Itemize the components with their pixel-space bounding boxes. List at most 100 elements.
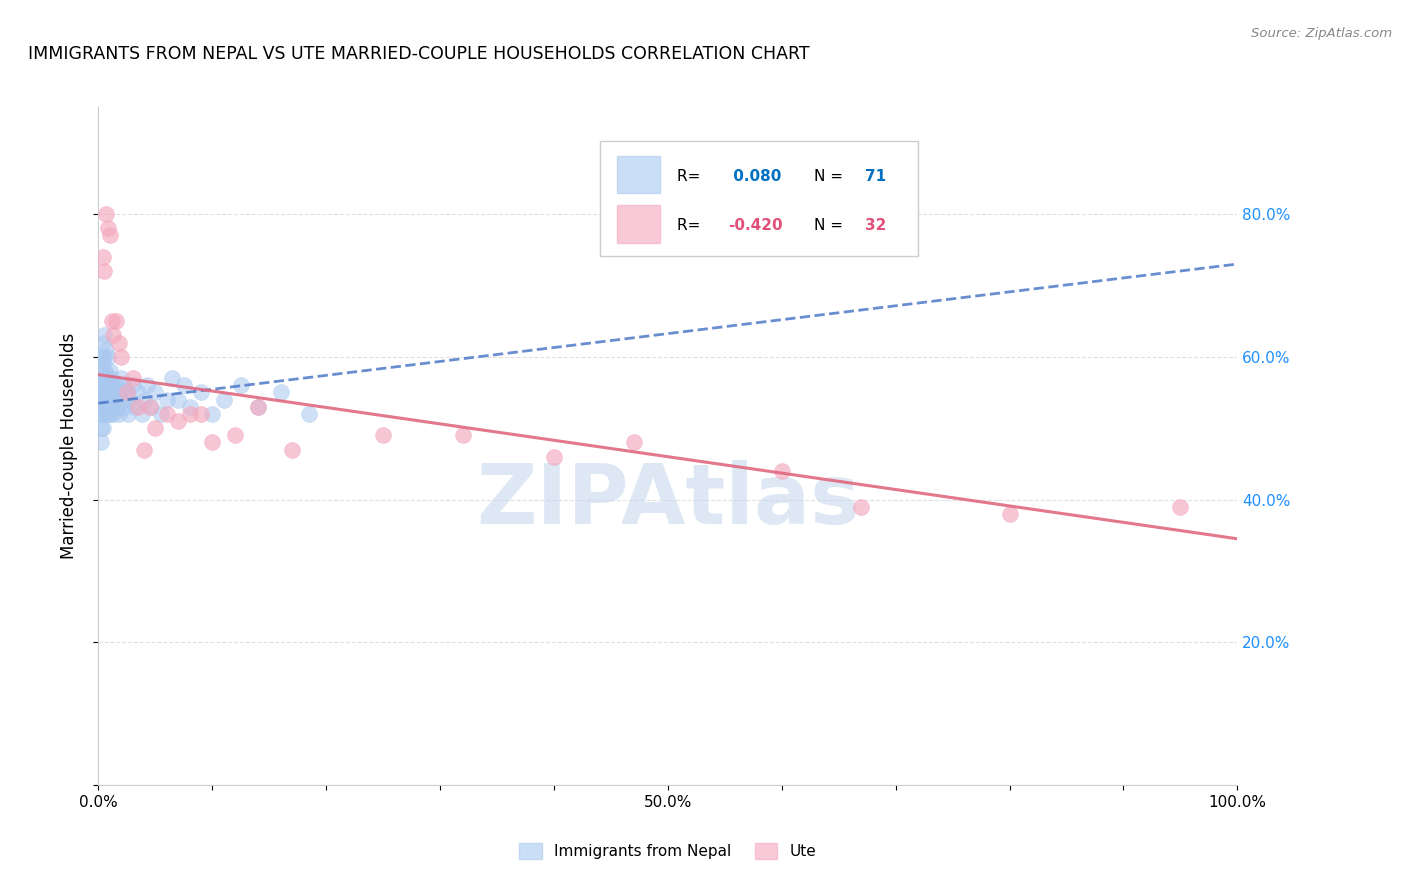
Legend: Immigrants from Nepal, Ute: Immigrants from Nepal, Ute	[513, 838, 823, 865]
Point	[281, 442, 304, 457]
Point	[91, 400, 114, 414]
Point	[190, 407, 212, 421]
Point	[100, 392, 122, 407]
Point	[1170, 500, 1192, 514]
Point	[97, 385, 120, 400]
Point	[107, 385, 129, 400]
Point	[212, 392, 235, 407]
Point	[139, 400, 162, 414]
Point	[96, 221, 118, 235]
Point	[94, 364, 117, 378]
Point	[93, 264, 115, 278]
Point	[179, 407, 201, 421]
Point	[138, 400, 160, 414]
Point	[93, 350, 115, 364]
Text: 32: 32	[865, 219, 886, 233]
Point	[121, 378, 143, 392]
Point	[115, 385, 138, 400]
Point	[96, 400, 118, 414]
Point	[90, 364, 112, 378]
Point	[156, 407, 179, 421]
Point	[131, 407, 153, 421]
Point	[98, 385, 121, 400]
Point	[246, 400, 269, 414]
Text: R=: R=	[676, 169, 706, 184]
Bar	[617, 205, 659, 243]
Point	[100, 371, 122, 385]
Bar	[617, 156, 659, 194]
Text: ZIPAtlas: ZIPAtlas	[475, 459, 860, 541]
Point	[103, 407, 125, 421]
Point	[451, 428, 474, 442]
Point	[167, 414, 190, 428]
Point	[851, 500, 873, 514]
Point	[96, 371, 118, 385]
Point	[90, 421, 112, 435]
Point	[94, 407, 117, 421]
Point	[96, 392, 118, 407]
Point	[110, 371, 132, 385]
Point	[101, 400, 124, 414]
Point	[91, 335, 114, 350]
Point	[229, 378, 252, 392]
Point	[91, 250, 114, 264]
Point	[124, 400, 146, 414]
Point	[770, 464, 793, 478]
Point	[998, 507, 1021, 521]
Text: IMMIGRANTS FROM NEPAL VS UTE MARRIED-COUPLE HOUSEHOLDS CORRELATION CHART: IMMIGRANTS FROM NEPAL VS UTE MARRIED-COU…	[28, 45, 810, 62]
Point	[96, 207, 118, 221]
Point	[90, 378, 112, 392]
Point	[90, 385, 112, 400]
Point	[98, 228, 121, 243]
Point	[115, 385, 138, 400]
Point	[132, 442, 155, 457]
Point	[127, 400, 149, 414]
Point	[132, 392, 155, 407]
Point	[201, 407, 224, 421]
Point	[104, 378, 127, 392]
Point	[90, 407, 112, 421]
Point	[298, 407, 321, 421]
Point	[97, 407, 120, 421]
Point	[121, 371, 143, 385]
Point	[145, 421, 167, 435]
Text: R=: R=	[676, 219, 706, 233]
Point	[543, 450, 565, 464]
Point	[91, 357, 114, 371]
Point	[201, 435, 224, 450]
Text: N =: N =	[814, 169, 848, 184]
Point	[111, 392, 134, 407]
Point	[173, 378, 195, 392]
Point	[270, 385, 292, 400]
Point	[94, 385, 117, 400]
Point	[96, 350, 118, 364]
Point	[101, 314, 124, 328]
Point	[93, 371, 115, 385]
Point	[105, 400, 128, 414]
Point	[150, 407, 173, 421]
Point	[96, 371, 118, 385]
Point	[90, 350, 112, 364]
Point	[167, 392, 190, 407]
Point	[93, 328, 115, 343]
Point	[108, 407, 131, 421]
Point	[104, 314, 127, 328]
Point	[179, 400, 201, 414]
Point	[110, 350, 132, 364]
Point	[162, 371, 184, 385]
Point	[190, 385, 212, 400]
Point	[91, 421, 114, 435]
Point	[103, 385, 125, 400]
Point	[93, 392, 115, 407]
Text: -0.420: -0.420	[728, 219, 783, 233]
Point	[103, 392, 125, 407]
Point	[156, 392, 179, 407]
Point	[136, 378, 159, 392]
Text: 71: 71	[865, 169, 886, 184]
Point	[103, 328, 125, 343]
Point	[371, 428, 394, 442]
Point	[98, 407, 121, 421]
Point	[96, 343, 118, 357]
Text: 0.080: 0.080	[728, 169, 782, 184]
Point	[114, 400, 136, 414]
